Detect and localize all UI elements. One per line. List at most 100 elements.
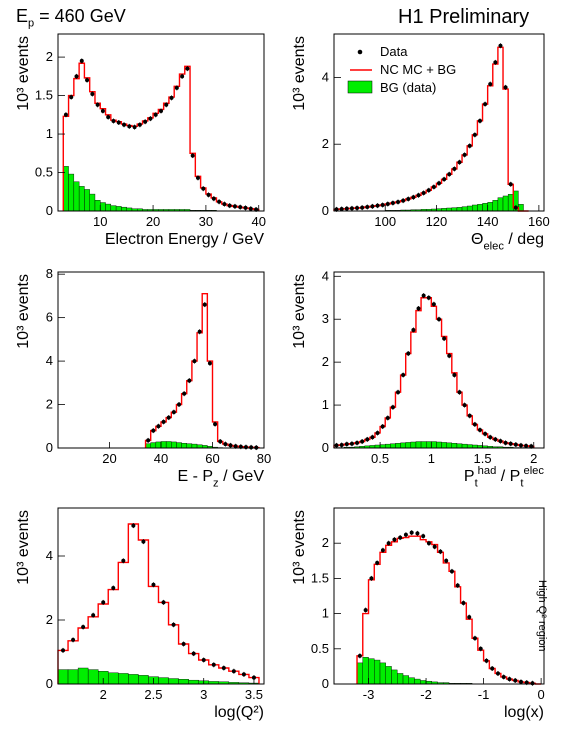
data-point (166, 415, 171, 420)
bg-bar (436, 441, 442, 449)
data-point (442, 336, 447, 341)
bg-bar (451, 443, 458, 449)
x-tick-label: 160 (528, 214, 550, 229)
y-tick-label: 1 (322, 397, 329, 412)
data-point (101, 600, 106, 605)
data-point (442, 177, 447, 182)
y-tick-label: 4 (322, 69, 329, 84)
data-point (498, 43, 503, 48)
x-tick-label: 100 (374, 214, 396, 229)
bg-bar (138, 675, 149, 685)
data-point (416, 193, 421, 198)
bg-bar (395, 443, 401, 449)
data-point (131, 523, 136, 528)
data-point (421, 293, 426, 298)
x-axis-label: E - Pz​ / GeV (177, 468, 264, 490)
data-point (431, 302, 436, 307)
data-point (111, 118, 116, 123)
data-point (187, 378, 192, 383)
bg-bar (518, 204, 524, 212)
data-point (116, 120, 121, 125)
legend-bg-swatch (347, 80, 373, 94)
beam-energy-label: Ep = 460 GeV (16, 6, 126, 30)
data-point (457, 160, 462, 165)
bg-bar (497, 197, 504, 212)
data-point (363, 608, 368, 613)
data-point (217, 199, 222, 204)
bg-bar (178, 679, 189, 685)
bg-bar (379, 444, 386, 449)
bg-bar (390, 443, 396, 449)
data-point (426, 541, 431, 546)
data-point (161, 419, 166, 424)
data-point (478, 646, 483, 651)
bg-bar (492, 200, 499, 212)
preliminary-label: H1 Preliminary (398, 6, 530, 28)
data-point (513, 442, 518, 447)
data-point (171, 410, 176, 415)
data-point (156, 424, 161, 429)
x-tick-label: 2 (530, 451, 537, 466)
data-point (375, 430, 380, 435)
data-point (426, 295, 431, 300)
data-point (462, 403, 467, 408)
bg-bar (108, 672, 119, 685)
data-point (355, 440, 360, 445)
x-tick-label: 0.5 (371, 451, 389, 466)
x-tick-label: 120 (426, 214, 448, 229)
bg-bar (461, 443, 468, 449)
bg-bar (191, 443, 198, 449)
x-axis-label: Θelec​ / deg (471, 231, 544, 253)
panel-logq2: 2 2.5 3 3.5 0 2 4 log(Q²) 10³ events (15, 507, 265, 721)
data-point (233, 444, 238, 449)
data-point (241, 672, 246, 677)
data-point (426, 188, 431, 193)
data-point (164, 102, 169, 107)
bg-bar (165, 441, 172, 449)
data-point (349, 441, 354, 446)
data-point (472, 422, 477, 427)
panel-logx: -3 -2 -1 0 0 0.5 1 1.5 2 log(x) 10³ events (291, 507, 545, 721)
data-point (232, 204, 237, 209)
y-tick-label: 0 (46, 676, 53, 691)
data-point (211, 662, 216, 667)
data-point (174, 85, 179, 90)
bg-bar (128, 674, 139, 685)
data-point (249, 445, 254, 450)
data-point (63, 112, 68, 117)
bg-bar (171, 441, 177, 449)
data-point (483, 102, 488, 107)
data-point (81, 625, 86, 630)
data-point (137, 122, 142, 127)
x-axis-label: Pt​had​ / Pt​elec​ (464, 465, 545, 490)
data-point (503, 440, 508, 445)
data-point (472, 636, 477, 641)
y-axis-label: 10³ events (15, 36, 32, 111)
data-point (406, 351, 411, 356)
y-axis-label: 10³ events (291, 36, 308, 111)
data-point (344, 442, 349, 447)
data-point (421, 534, 426, 539)
data-point (254, 207, 259, 212)
data-point (344, 206, 349, 211)
x-tick-label: 30 (199, 214, 213, 229)
data-point (390, 405, 395, 410)
data-point (518, 679, 523, 684)
data-point (484, 658, 489, 663)
data-point (411, 327, 416, 332)
data-point (477, 427, 482, 432)
y-tick-label: 1.5 (35, 88, 53, 103)
legend-label: Data (380, 44, 408, 59)
x-tick-label: 80 (257, 451, 271, 466)
data-point (498, 439, 503, 444)
data-point (403, 532, 408, 537)
bg-bar (110, 205, 117, 212)
bg-bar (121, 206, 127, 212)
data-point (488, 82, 493, 87)
data-point (202, 302, 207, 307)
bg-bar (441, 442, 447, 449)
y-tick-label: 1.5 (311, 570, 329, 585)
data-point (392, 537, 397, 542)
bg-bar (78, 186, 85, 212)
plot-frame (333, 33, 545, 212)
